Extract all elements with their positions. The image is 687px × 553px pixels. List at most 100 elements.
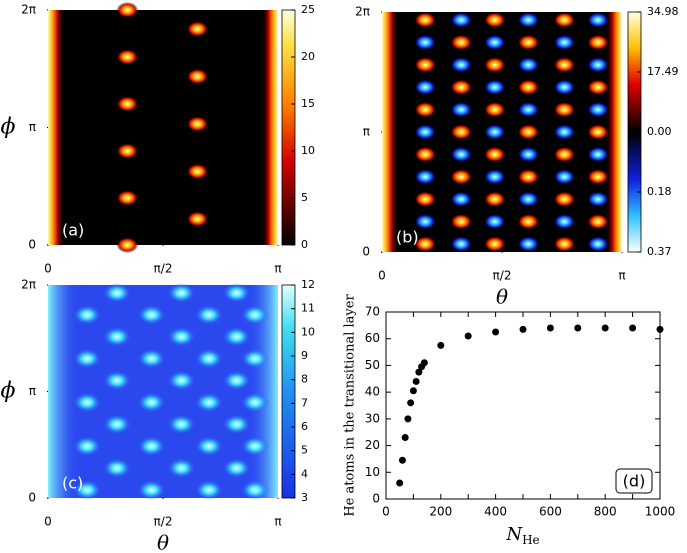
data-point bbox=[492, 328, 500, 336]
colorbar-tick-label: 8 bbox=[301, 373, 308, 386]
y-tick-label: π bbox=[363, 125, 370, 139]
heatmap-blob bbox=[517, 124, 540, 140]
heatmap-blob bbox=[414, 191, 437, 208]
heatmap-blob bbox=[241, 436, 269, 457]
heatmap-blob bbox=[414, 124, 437, 140]
heatmap-blob bbox=[167, 370, 196, 391]
heatmap-blob bbox=[167, 458, 196, 479]
heatmap-blob bbox=[167, 283, 196, 303]
colorbar-tick-label: 12 bbox=[301, 278, 315, 291]
heatmap-blob bbox=[414, 34, 437, 51]
y-axis-label: ϕ bbox=[1, 115, 16, 140]
heatmap-blob bbox=[517, 79, 540, 96]
heatmap-blob bbox=[450, 168, 473, 185]
heatmap-blob bbox=[414, 56, 437, 73]
y-tick-label: 0 bbox=[28, 491, 36, 505]
panel-label: (a) bbox=[62, 221, 84, 240]
y-tick-label: 30 bbox=[365, 411, 380, 425]
y-tick-label: π bbox=[29, 120, 36, 134]
heatmap-blob bbox=[450, 191, 473, 208]
heatmap-blob bbox=[450, 56, 473, 73]
heatmap-blob bbox=[450, 12, 473, 28]
x-tick-label: 0 bbox=[44, 262, 52, 276]
heatmap-blob bbox=[195, 436, 223, 457]
heatmap-blob bbox=[137, 392, 166, 413]
heatmap-edge bbox=[48, 10, 64, 245]
heatmap-blob bbox=[116, 2, 139, 18]
x-axis-label: θ bbox=[496, 285, 508, 309]
heatmap-blob bbox=[137, 304, 166, 325]
colorbar-tick-label: 9 bbox=[301, 349, 308, 362]
colorbar-tick-label: 5 bbox=[301, 444, 308, 457]
x-axis-label-main: N bbox=[505, 524, 523, 545]
data-point bbox=[574, 324, 582, 332]
x-tick-label: 600 bbox=[539, 505, 562, 519]
heatmap-blob bbox=[186, 163, 209, 180]
heatmap-blob bbox=[186, 116, 209, 132]
heatmap-blob bbox=[103, 370, 131, 391]
data-point bbox=[420, 359, 428, 367]
heatmap-blob bbox=[553, 101, 576, 118]
colorbar-tick-label: 7 bbox=[301, 396, 308, 409]
x-tick-label: π/2 bbox=[154, 262, 173, 276]
heatmap-blob bbox=[186, 21, 209, 37]
y-tick-label: 2π bbox=[21, 3, 36, 17]
heatmap-blob bbox=[116, 237, 139, 253]
heatmap-blob bbox=[553, 213, 576, 230]
heatmap-edge bbox=[48, 285, 78, 498]
panel-label: (d) bbox=[623, 472, 646, 491]
heatmap-blob bbox=[414, 12, 437, 28]
heatmap-blob bbox=[517, 101, 540, 118]
colorbar-tick-label: 15 bbox=[301, 97, 315, 110]
heatmap-blob bbox=[103, 414, 131, 435]
heatmap-blob bbox=[483, 236, 506, 252]
heatmap-blob bbox=[450, 34, 473, 51]
heatmap-blob bbox=[553, 168, 576, 185]
data-point bbox=[656, 325, 664, 333]
colorbar-tick-label: 5 bbox=[301, 191, 308, 204]
heatmap-blob bbox=[116, 190, 139, 206]
data-point bbox=[404, 415, 412, 423]
colorbar-tick-label: 20 bbox=[301, 50, 315, 63]
heatmap-blob bbox=[450, 124, 473, 140]
heatmap-blob bbox=[222, 414, 251, 435]
heatmap-edge bbox=[262, 10, 278, 245]
y-axis-label: He atoms in the transitional layer bbox=[343, 294, 358, 517]
heatmap-blob bbox=[241, 348, 269, 369]
heatmap-blob bbox=[414, 146, 437, 163]
heatmap-blob bbox=[116, 49, 139, 65]
x-tick-label: π bbox=[274, 262, 281, 276]
data-point bbox=[396, 479, 404, 487]
heatmap-blob bbox=[517, 236, 540, 252]
y-tick-label: 0 bbox=[372, 492, 380, 506]
heatmap-blob bbox=[195, 392, 223, 413]
x-axis-label-sub: He bbox=[522, 533, 540, 547]
heatmap-blob bbox=[483, 79, 506, 96]
heatmap-blob bbox=[517, 191, 540, 208]
heatmap-blob bbox=[553, 56, 576, 73]
heatmap-blob bbox=[587, 34, 609, 51]
heatmap-edge bbox=[382, 12, 398, 252]
heatmap-blob bbox=[483, 101, 506, 118]
data-point bbox=[519, 325, 527, 333]
x-tick-label: 200 bbox=[429, 505, 452, 519]
y-tick-label: 2π bbox=[21, 278, 36, 292]
heatmap-blob bbox=[73, 304, 102, 325]
heatmap-blob bbox=[517, 213, 540, 230]
heatmap-blob bbox=[103, 283, 131, 303]
y-tick-label: 0 bbox=[28, 238, 36, 252]
colorbar-tick-label: 4 bbox=[301, 467, 308, 480]
heatmap-edge bbox=[606, 12, 622, 252]
heatmap-blob bbox=[553, 79, 576, 96]
heatmap-blob bbox=[116, 143, 139, 159]
heatmap-blob bbox=[450, 213, 473, 230]
heatmap-blob bbox=[483, 213, 506, 230]
y-tick-label: 2π bbox=[355, 5, 370, 19]
heatmap-blob bbox=[186, 68, 209, 85]
heatmap-blob bbox=[414, 79, 437, 96]
heatmap-blob bbox=[587, 124, 609, 140]
panel-label: (c) bbox=[62, 474, 83, 493]
colorbar-tick-label: 11 bbox=[301, 302, 315, 315]
panel-label: (b) bbox=[396, 228, 419, 247]
